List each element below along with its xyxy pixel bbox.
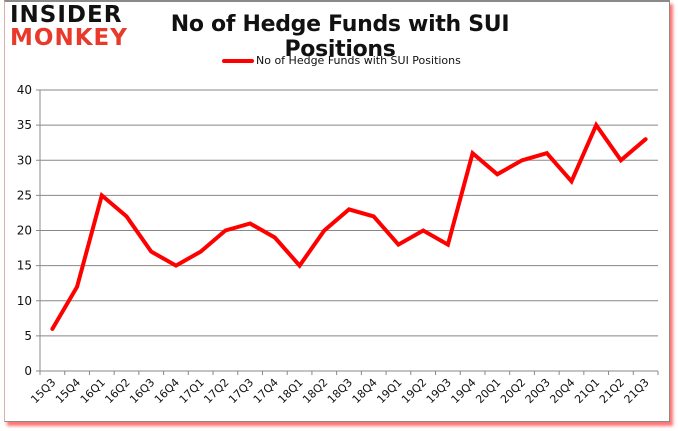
x-tick-label: 20Q1 [473, 376, 503, 406]
x-tick-label: 18Q3 [325, 376, 355, 406]
logo-line-1: INSIDER [10, 2, 123, 28]
logo-line-2: MONKEY [10, 25, 128, 51]
x-tick-label: 18Q1 [276, 376, 306, 406]
x-tick-label: 20Q3 [523, 376, 553, 406]
insider-monkey-logo: INSIDER MONKEY [10, 4, 128, 50]
x-tick-label: 18Q2 [300, 376, 330, 406]
x-tick-label: 21Q1 [572, 376, 602, 406]
x-tick-label: 16Q1 [78, 376, 108, 406]
x-tick-label: 16Q3 [127, 376, 157, 406]
x-tick-label: 19Q1 [374, 376, 404, 406]
y-tick-label: 0 [24, 364, 32, 378]
y-tick-label: 25 [17, 188, 32, 202]
x-tick-label: 17Q3 [226, 376, 256, 406]
x-tick-label: 21Q2 [597, 376, 627, 406]
x-tick-label: 19Q4 [449, 376, 479, 406]
gridlines [40, 89, 658, 337]
x-axis: 15Q315Q416Q116Q216Q316Q417Q117Q217Q317Q4… [28, 370, 659, 406]
chart-legend: No of Hedge Funds with SUI Positions [222, 54, 461, 67]
x-tick-label: 17Q2 [201, 376, 231, 406]
series-line [50, 121, 648, 331]
x-tick-label: 21Q3 [622, 376, 652, 406]
y-tick-label: 30 [17, 153, 32, 167]
y-tick-label: 10 [17, 294, 32, 308]
x-tick-label: 16Q4 [152, 376, 182, 406]
x-tick-label: 20Q4 [547, 376, 577, 406]
chart-title: No of Hedge Funds with SUI Positions [170, 12, 510, 62]
y-tick-label: 40 [17, 83, 32, 97]
x-tick-label: 17Q1 [177, 376, 207, 406]
x-tick-label: 16Q2 [102, 376, 132, 406]
legend-line-swatch-icon [222, 58, 254, 63]
x-tick-label: 18Q4 [350, 376, 380, 406]
y-tick-label: 35 [17, 118, 32, 132]
y-tick-label: 20 [17, 224, 32, 238]
y-tick-label: 5 [24, 329, 32, 343]
legend-label: No of Hedge Funds with SUI Positions [256, 54, 461, 67]
x-tick-label: 20Q2 [498, 376, 528, 406]
y-axis: 0 5 10 15 20 25 30 35 40 [17, 83, 41, 378]
x-tick-label: 15Q3 [28, 376, 58, 406]
x-tick-label: 17Q4 [251, 376, 281, 406]
x-tick-label: 15Q4 [53, 376, 83, 406]
x-tick-label: 19Q3 [424, 376, 454, 406]
chart-frame [4, 0, 670, 422]
x-tick-label: 19Q2 [399, 376, 429, 406]
y-tick-label: 15 [17, 259, 32, 273]
